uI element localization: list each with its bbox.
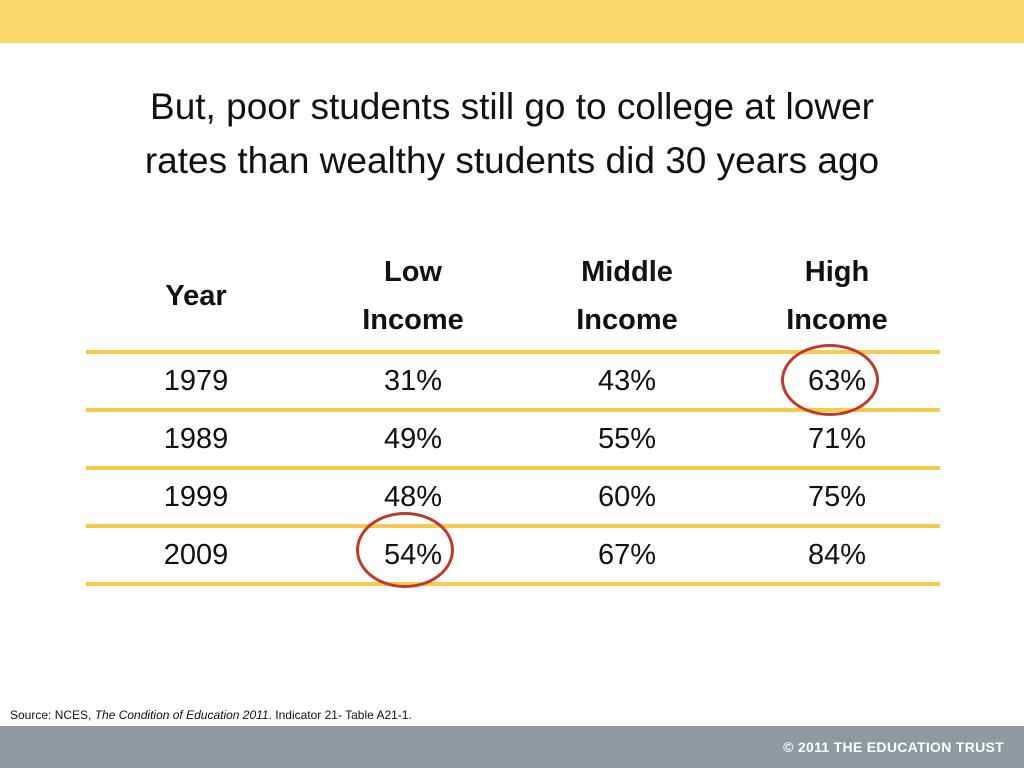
cell-year: 1979	[86, 352, 306, 412]
highlight-circle-high-income-1979	[781, 344, 879, 416]
header-year-label: Year	[165, 280, 227, 312]
college-enrollment-table: Year Low Income Middle Income High Incom…	[86, 248, 940, 586]
header-low-line-1: Low	[384, 256, 442, 288]
slide-title: But, poor students still go to college a…	[60, 80, 964, 188]
cell-middle-income: 43%	[520, 352, 734, 412]
cell-high-income: 84%	[734, 526, 940, 586]
cell-high-income: 71%	[734, 410, 940, 470]
cell-middle-income: 67%	[520, 526, 734, 586]
table-row: 1999 48% 60% 75%	[86, 468, 940, 528]
slide-title-line-2: rates than wealthy students did 30 years…	[144, 140, 880, 181]
header-middle-income: Middle Income	[520, 248, 734, 354]
header-middle-line-1: Middle	[581, 256, 673, 288]
source-suffix: . Indicator 21- Table A21-1.	[268, 708, 412, 722]
footer-bar: © 2011 THE EDUCATION TRUST	[0, 726, 1024, 768]
college-enrollment-table-wrapper: Year Low Income Middle Income High Incom…	[86, 248, 940, 586]
source-publication: The Condition of Education 2011	[94, 708, 269, 722]
cell-year: 1989	[86, 410, 306, 470]
header-high-line-1: High	[804, 256, 870, 288]
highlight-circle-low-income-2009	[356, 512, 454, 588]
header-high-income: High Income	[734, 248, 940, 354]
header-year: Year	[86, 248, 306, 354]
cell-low-income: 49%	[306, 410, 520, 470]
cell-year: 2009	[86, 526, 306, 586]
table-row: 1989 49% 55% 71%	[86, 410, 940, 470]
table-row: 2009 54% 67% 84%	[86, 526, 940, 586]
source-prefix: Source: NCES,	[10, 708, 95, 722]
cell-middle-income: 60%	[520, 468, 734, 528]
cell-low-income: 31%	[306, 352, 520, 412]
header-low-line-2: Income	[362, 304, 464, 336]
cell-year: 1999	[86, 468, 306, 528]
source-citation: Source: NCES, The Condition of Education…	[10, 708, 412, 722]
footer-copyright: © 2011 THE EDUCATION TRUST	[783, 739, 1004, 755]
header-middle-line-2: Income	[576, 304, 678, 336]
header-high-line-2: Income	[786, 304, 888, 336]
cell-middle-income: 55%	[520, 410, 734, 470]
slide-title-line-1: But, poor students still go to college a…	[150, 86, 874, 127]
table-header-row: Year Low Income Middle Income High Incom…	[86, 248, 940, 354]
top-accent-bar	[0, 0, 1024, 43]
cell-high-income: 75%	[734, 468, 940, 528]
header-low-income: Low Income	[306, 248, 520, 354]
